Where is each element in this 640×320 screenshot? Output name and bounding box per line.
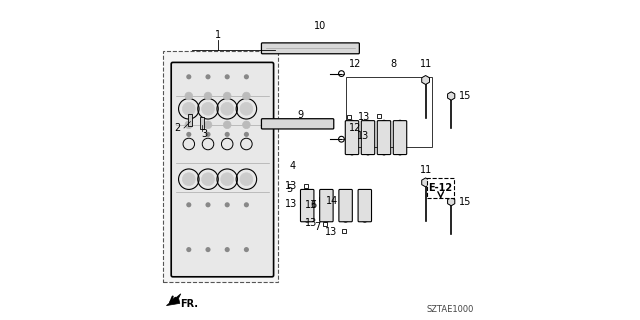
Text: 4: 4 <box>290 161 296 172</box>
Bar <box>377 114 381 118</box>
Circle shape <box>221 102 234 115</box>
Circle shape <box>186 202 191 207</box>
Circle shape <box>205 247 211 252</box>
Circle shape <box>240 102 253 115</box>
Text: 13: 13 <box>325 227 338 237</box>
Circle shape <box>185 121 193 129</box>
Circle shape <box>185 92 193 100</box>
Circle shape <box>202 173 214 186</box>
Circle shape <box>204 121 212 129</box>
Bar <box>347 115 351 119</box>
Bar <box>428 178 454 198</box>
Bar <box>323 204 327 209</box>
FancyBboxPatch shape <box>262 43 360 54</box>
FancyBboxPatch shape <box>262 119 334 129</box>
FancyBboxPatch shape <box>378 121 390 155</box>
Text: 15: 15 <box>460 91 472 101</box>
Circle shape <box>205 132 211 137</box>
Circle shape <box>223 121 231 129</box>
Circle shape <box>205 74 211 79</box>
FancyBboxPatch shape <box>358 189 371 222</box>
Text: 5: 5 <box>287 184 292 194</box>
Text: 11: 11 <box>419 59 432 69</box>
Text: 10: 10 <box>314 20 326 31</box>
FancyBboxPatch shape <box>301 189 314 222</box>
Bar <box>163 51 278 282</box>
Circle shape <box>244 132 249 137</box>
FancyBboxPatch shape <box>320 189 333 222</box>
Text: E-12: E-12 <box>429 183 452 193</box>
Bar <box>319 197 326 201</box>
Circle shape <box>182 102 195 115</box>
Bar <box>200 117 204 129</box>
Circle shape <box>244 202 249 207</box>
Bar <box>303 203 308 207</box>
Text: SZTAE1000: SZTAE1000 <box>426 305 474 314</box>
Text: 14: 14 <box>326 196 339 206</box>
Circle shape <box>204 92 212 100</box>
Polygon shape <box>166 294 181 306</box>
Circle shape <box>221 173 234 186</box>
Circle shape <box>186 74 191 79</box>
Text: 6: 6 <box>310 200 317 210</box>
Text: FR.: FR. <box>180 299 198 309</box>
FancyBboxPatch shape <box>393 121 407 155</box>
Bar <box>323 222 327 226</box>
Circle shape <box>202 102 214 115</box>
Text: 13: 13 <box>305 218 317 228</box>
Circle shape <box>240 173 253 186</box>
Circle shape <box>244 74 249 79</box>
Circle shape <box>225 132 230 137</box>
Text: 13: 13 <box>285 181 298 191</box>
Text: 3: 3 <box>202 129 208 140</box>
Bar <box>342 229 346 233</box>
Circle shape <box>243 121 250 129</box>
Text: 13: 13 <box>357 131 370 141</box>
Text: 12: 12 <box>349 123 361 133</box>
Circle shape <box>186 132 191 137</box>
Bar <box>303 184 308 188</box>
Circle shape <box>243 92 250 100</box>
Text: 7: 7 <box>314 222 320 232</box>
Text: 9: 9 <box>298 110 304 120</box>
Text: 12: 12 <box>349 59 361 69</box>
Text: 8: 8 <box>390 59 397 69</box>
Text: 11: 11 <box>419 164 432 175</box>
Bar <box>346 77 432 147</box>
Text: 15: 15 <box>460 196 472 207</box>
Circle shape <box>182 173 195 186</box>
Circle shape <box>186 247 191 252</box>
FancyBboxPatch shape <box>346 121 359 155</box>
Text: 2: 2 <box>175 123 181 133</box>
Bar <box>188 114 192 126</box>
Circle shape <box>205 202 211 207</box>
Text: 13: 13 <box>285 199 298 209</box>
Circle shape <box>223 92 231 100</box>
Circle shape <box>225 247 230 252</box>
Circle shape <box>225 74 230 79</box>
Circle shape <box>244 247 249 252</box>
Circle shape <box>225 202 230 207</box>
Text: 1: 1 <box>214 30 221 40</box>
Text: 13: 13 <box>305 200 317 211</box>
Text: 13: 13 <box>358 112 371 122</box>
FancyBboxPatch shape <box>339 189 352 222</box>
FancyBboxPatch shape <box>361 121 375 155</box>
FancyBboxPatch shape <box>172 62 274 277</box>
